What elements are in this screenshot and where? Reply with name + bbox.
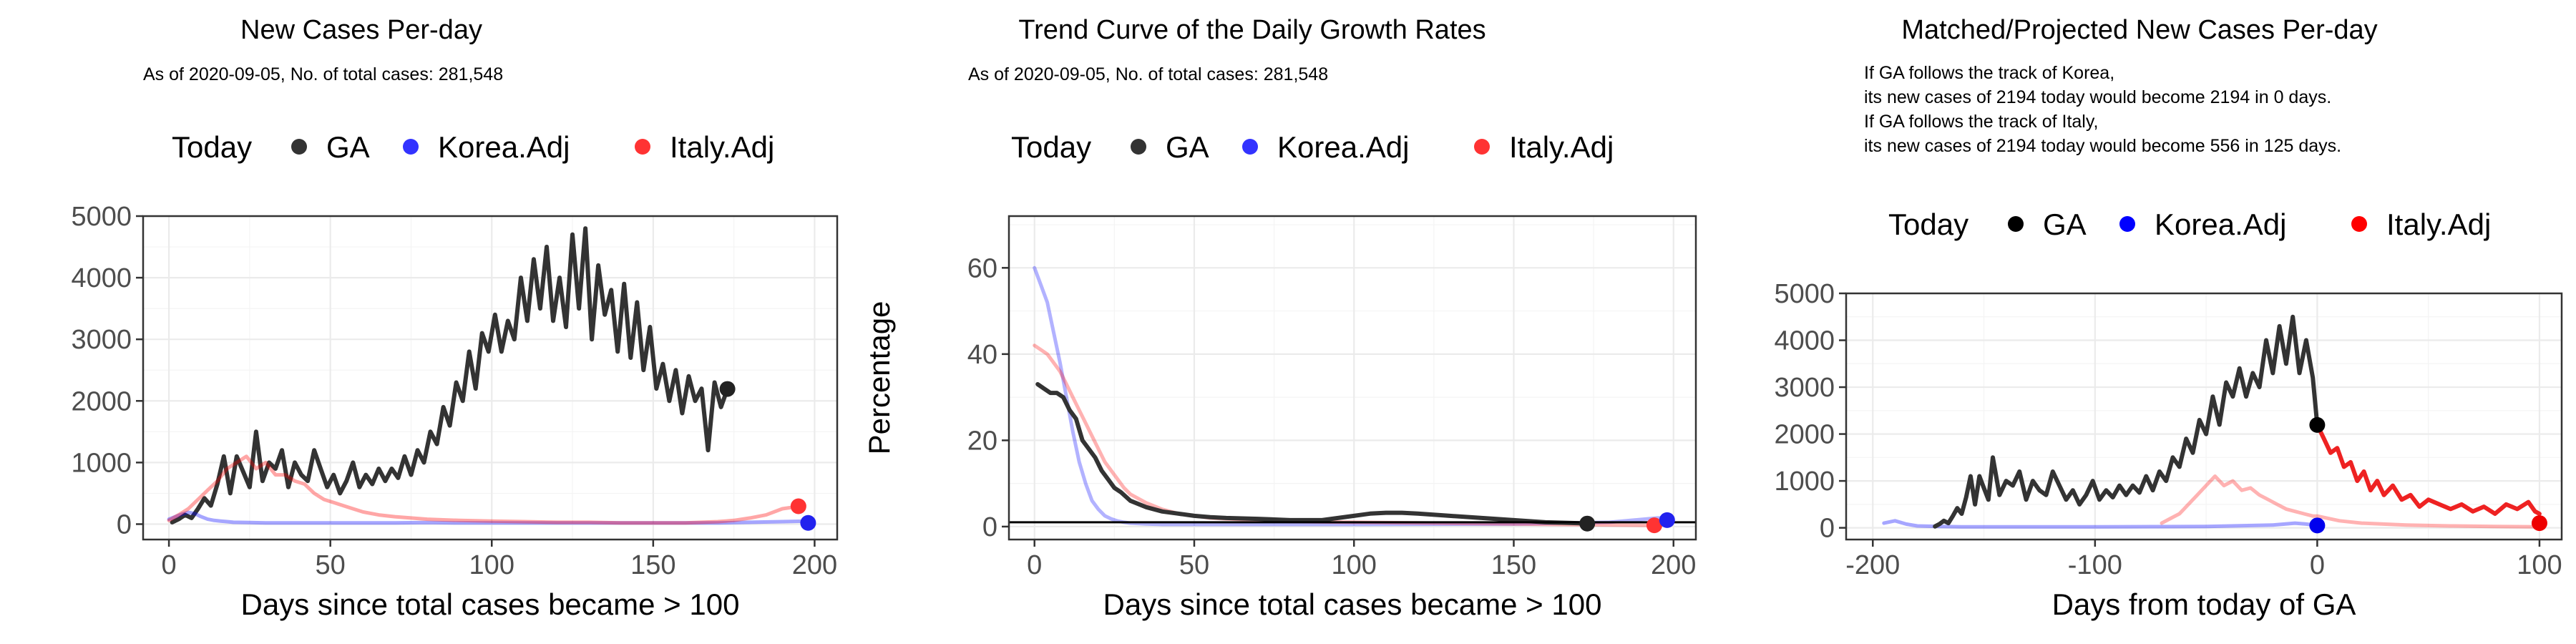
today-point-ga (1579, 515, 1596, 532)
legend-key-italy-adj (635, 139, 650, 155)
chart-subtitle-line: If GA follows the track of Korea, (1864, 63, 2114, 83)
y-axis-label: Percentage (862, 301, 896, 455)
chart-panel-projected: Matched/Projected New Cases Per-day If GA… (1717, 0, 2576, 644)
x-axis-label: Days from today of GA (2052, 587, 2356, 621)
legend-title: Today (172, 130, 252, 164)
x-tick-label: 100 (1332, 550, 1377, 580)
legend-key-korea-adj (403, 139, 419, 155)
legend-key-ga (291, 139, 307, 155)
legend-label-italy-adj: Italy.Adj (2386, 208, 2491, 241)
chart-title: New Cases Per-day (240, 15, 482, 45)
series-line-italy-adj (2160, 474, 2542, 529)
series-line-korea-adj (1882, 519, 2319, 529)
legend-label-ga: GA (326, 130, 370, 164)
legend-key-korea-adj (2119, 216, 2135, 232)
y-tick-label: 0 (982, 512, 997, 542)
y-tick-label: 20 (967, 426, 997, 456)
today-point-italy-adj (790, 498, 806, 514)
grid-lines (1009, 216, 1696, 540)
legend-label-italy-adj: Italy.Adj (1509, 130, 1614, 164)
chart-title: Trend Curve of the Daily Growth Rates (1018, 15, 1485, 45)
x-tick-label: 200 (792, 550, 837, 580)
legend-key-italy-adj (2351, 216, 2367, 232)
y-tick-label: 3000 (71, 325, 132, 355)
y-tick-label: 5000 (1774, 279, 1835, 309)
y-tick-label: 0 (117, 509, 132, 540)
x-tick-label: 100 (469, 550, 514, 580)
x-tick-label: 200 (1651, 550, 1696, 580)
legend-label-korea-adj: Korea.Adj (438, 130, 570, 164)
legend-label-korea-adj: Korea.Adj (2155, 208, 2286, 241)
y-tick-label: 3000 (1774, 373, 1835, 403)
legend-label-ga: GA (1166, 130, 1209, 164)
legend-label-italy-adj: Italy.Adj (670, 130, 774, 164)
chart-subtitle-line: If GA follows the track of Italy, (1864, 112, 2098, 132)
series-line-korea-adj (1033, 265, 1669, 527)
plot-background (1846, 293, 2562, 540)
today-point-ga (2309, 416, 2326, 433)
y-tick-label: 1000 (71, 448, 132, 478)
chart-panel-new-cases: New Cases Per-day As of 2020-09-05, No. o… (0, 0, 844, 644)
plot-border (1845, 292, 2563, 541)
series-line-italy-adj-projection (2315, 422, 2542, 516)
chart-subtitle-line: As of 2020-09-05, No. of total cases: 28… (143, 64, 503, 84)
legend-title: Today (1011, 130, 1091, 164)
x-tick-label: 50 (1179, 550, 1209, 580)
x-axis-label: Days since total cases became > 100 (241, 587, 740, 621)
y-tick-label: 0 (1820, 514, 1835, 544)
x-axis-label: Days since total cases became > 100 (1103, 587, 1602, 621)
x-tick-label: -200 (1845, 550, 1900, 580)
plot-background (143, 216, 837, 540)
plot-border (142, 215, 839, 541)
today-point-korea-adj (800, 514, 816, 531)
today-point-ga (719, 381, 736, 397)
chart-title: Matched/Projected New Cases Per-day (1901, 15, 2377, 45)
x-tick-label: -100 (2068, 550, 2122, 580)
x-tick-label: 150 (630, 550, 675, 580)
y-tick-label: 4000 (71, 263, 132, 293)
y-tick-label: 2000 (1774, 420, 1835, 450)
legend-label-korea-adj: Korea.Adj (1277, 130, 1409, 164)
chart-panel-growth-rates: Trend Curve of the Daily Growth Rates As … (852, 0, 1710, 644)
series-line-korea-adj (167, 510, 810, 525)
series-line-ga (1035, 382, 1590, 526)
y-tick-label: 2000 (71, 386, 132, 416)
series-line-italy-adj (167, 454, 804, 525)
chart-subtitle-line: its new cases of 2194 today would become… (1864, 136, 2341, 156)
plot-border (1008, 215, 1697, 541)
chart-svg-2: Matched/Projected New Cases Per-day If GA… (1774, 15, 2563, 621)
chart-svg-1: Trend Curve of the Daily Growth Rates As … (862, 15, 1697, 621)
y-tick-label: 4000 (1774, 326, 1835, 356)
today-point-italy-adj (1646, 517, 1662, 534)
legend-key-korea-adj (1242, 139, 1258, 155)
legend-key-italy-adj (1474, 139, 1490, 155)
legend-key-ga (2008, 216, 2024, 232)
x-tick-label: 0 (1027, 550, 1042, 580)
today-point-italy-adj (2531, 515, 2547, 532)
x-tick-label: 0 (162, 550, 177, 580)
chart-subtitle-line: its new cases of 2194 today would become… (1864, 87, 2331, 107)
series-line-ga (1933, 314, 2320, 529)
y-tick-label: 60 (967, 253, 997, 283)
legend-label-ga: GA (2043, 208, 2087, 241)
legend-title: Today (1888, 208, 1968, 241)
legend-key-ga (1131, 139, 1146, 155)
x-tick-label: 150 (1491, 550, 1536, 580)
y-tick-label: 5000 (71, 202, 132, 232)
x-tick-label: 0 (2310, 550, 2325, 580)
series-line-ga (170, 226, 730, 525)
plot-background (1009, 216, 1696, 540)
y-tick-label: 40 (967, 340, 997, 370)
chart-subtitle-line: As of 2020-09-05, No. of total cases: 28… (968, 64, 1328, 84)
x-tick-label: 100 (2517, 550, 2562, 580)
chart-svg-0: New Cases Per-day As of 2020-09-05, No. o… (71, 15, 839, 621)
x-tick-label: 50 (316, 550, 346, 580)
today-point-korea-adj (1659, 512, 1675, 528)
y-tick-label: 1000 (1774, 467, 1835, 497)
today-point-korea-adj (2309, 517, 2326, 534)
